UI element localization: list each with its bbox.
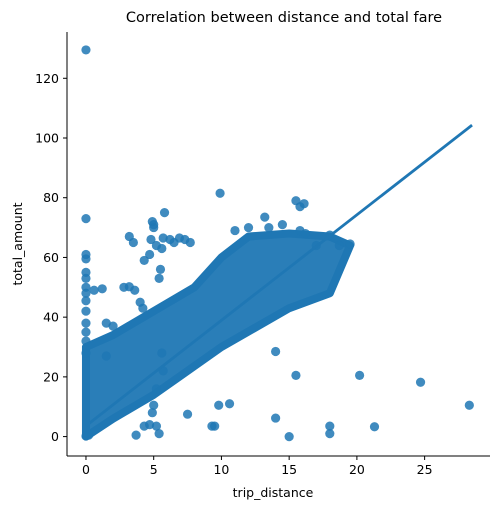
data-point [81,348,91,358]
data-point [151,384,162,394]
data-point [214,400,224,410]
data-point [185,237,195,248]
data-point [138,303,148,313]
data-point [230,225,240,236]
data-point [291,196,301,206]
data-point [108,321,118,331]
data-point [284,431,294,442]
y-ticks: 0 20 40 60 80 100 120 [35,71,67,444]
data-point [101,351,111,361]
plot-area [81,45,474,442]
data-point [325,421,335,431]
data-point [207,421,217,431]
data-point [464,400,474,410]
data-point [81,327,91,337]
data-point [130,285,140,295]
data-point [154,429,164,439]
x-tick-label: 0 [82,462,90,477]
data-point [81,296,91,306]
data-point [157,243,167,254]
data-point [325,429,335,439]
data-point [215,188,225,198]
data-point [155,264,166,274]
data-point [81,288,91,298]
x-tick-label: 25 [417,462,433,477]
data-point [159,208,170,218]
data-point [149,400,159,410]
data-point [97,284,107,294]
data-point [81,273,91,283]
regression-line [85,124,473,427]
y-tick-label: 0 [51,429,59,444]
data-point [139,421,149,431]
y-tick-label: 100 [35,131,59,146]
data-point [154,273,164,283]
data-point [145,249,155,260]
data-point [334,240,344,251]
data-point [84,430,94,440]
x-ticks: 0 5 10 15 20 25 [82,456,433,477]
data-point [81,254,91,264]
data-point [369,422,380,432]
y-tick-label: 120 [35,71,59,86]
x-tick-label: 20 [349,462,365,477]
data-point [415,377,426,387]
data-point [271,413,281,423]
data-point [139,255,149,266]
data-point [264,222,274,233]
y-tick-label: 80 [43,190,59,205]
data-point [146,234,156,245]
data-point [147,408,157,418]
data-point [300,228,311,239]
data-point [260,212,270,222]
data-point [224,399,235,409]
data-point [243,222,254,233]
data-point [299,199,309,209]
data-point [277,219,287,230]
data-point [131,430,141,440]
data-point [81,214,91,224]
x-axis-label: trip_distance [233,485,314,500]
data-point [271,346,281,357]
data-point [81,318,91,328]
x-tick-label: 15 [281,462,297,477]
x-tick-label: 5 [150,462,158,477]
data-point [81,306,91,316]
data-point [149,219,159,230]
data-point [89,285,99,295]
data-point [128,237,138,248]
data-point [81,336,91,346]
y-tick-label: 60 [43,250,59,265]
y-tick-label: 40 [43,310,59,325]
data-point [81,45,91,55]
data-point [182,409,193,419]
y-axis-label: total_amount [10,202,25,285]
x-tick-label: 10 [213,462,229,477]
data-point [345,239,355,249]
chart-title: Correlation between distance and total f… [126,10,442,26]
data-point [157,348,167,358]
y-tick-label: 20 [43,369,59,384]
data-point [291,370,301,380]
data-point [355,370,365,380]
